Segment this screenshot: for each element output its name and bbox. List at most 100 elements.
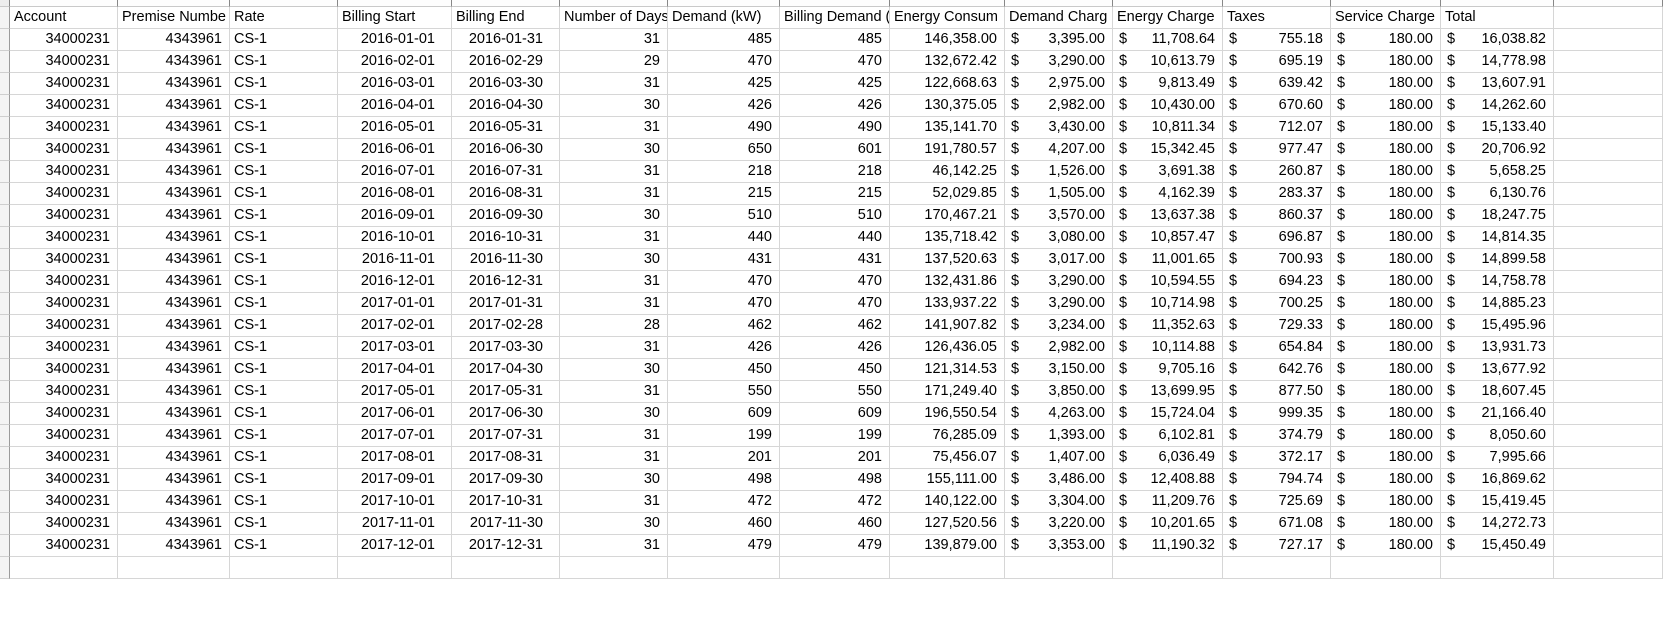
empty-cell[interactable] [118,557,230,579]
cell-service_charge[interactable]: $180.00 [1331,403,1441,425]
cell-billing_start[interactable]: 2016-01-01 [338,29,452,51]
cell-rate[interactable]: CS-1 [230,491,338,513]
cell-demand_charge[interactable]: $3,234.00 [1005,315,1113,337]
cell-demand_charge[interactable]: $3,080.00 [1005,227,1113,249]
empty-cell[interactable] [1554,95,1663,117]
row-header-gutter[interactable] [0,557,10,579]
cell-billing_demand[interactable]: 425 [780,73,890,95]
cell-account[interactable]: 34000231 [10,95,118,117]
row-header-gutter[interactable] [0,73,10,95]
cell-billing_start[interactable]: 2017-07-01 [338,425,452,447]
cell-rate[interactable]: CS-1 [230,205,338,227]
row-header-gutter[interactable] [0,315,10,337]
cell-energy_consumption[interactable]: 155,111.00 [890,469,1005,491]
cell-energy_consumption[interactable]: 75,456.07 [890,447,1005,469]
row-header-gutter[interactable] [0,161,10,183]
cell-total[interactable]: $13,677.92 [1441,359,1554,381]
cell-billing_start[interactable]: 2016-03-01 [338,73,452,95]
cell-total[interactable]: $15,419.45 [1441,491,1554,513]
cell-premise[interactable]: 4343961 [118,293,230,315]
cell-taxes[interactable]: $727.17 [1223,535,1331,557]
cell-days[interactable]: 31 [560,337,668,359]
cell-billing_start[interactable]: 2017-09-01 [338,469,452,491]
cell-demand_charge[interactable]: $3,486.00 [1005,469,1113,491]
cell-billing_end[interactable]: 2016-04-30 [452,95,560,117]
row-header-gutter[interactable] [0,51,10,73]
cell-account[interactable]: 34000231 [10,403,118,425]
cell-taxes[interactable]: $999.35 [1223,403,1331,425]
cell-billing_demand[interactable]: 479 [780,535,890,557]
cell-service_charge[interactable]: $180.00 [1331,315,1441,337]
empty-cell[interactable] [1554,557,1663,579]
cell-billing_start[interactable]: 2016-04-01 [338,95,452,117]
cell-premise[interactable]: 4343961 [118,359,230,381]
cell-demand_kw[interactable]: 460 [668,513,780,535]
row-header-gutter[interactable] [0,381,10,403]
cell-rate[interactable]: CS-1 [230,227,338,249]
cell-account[interactable]: 34000231 [10,337,118,359]
cell-energy_consumption[interactable]: 135,141.70 [890,117,1005,139]
cell-demand_kw[interactable]: 510 [668,205,780,227]
cell-demand_kw[interactable]: 201 [668,447,780,469]
cell-billing_demand[interactable]: 462 [780,315,890,337]
cell-energy_charge[interactable]: $13,637.38 [1113,205,1223,227]
cell-energy_charge[interactable]: $9,705.16 [1113,359,1223,381]
cell-account[interactable]: 34000231 [10,73,118,95]
cell-energy_charge[interactable]: $10,811.34 [1113,117,1223,139]
cell-billing_demand[interactable]: 450 [780,359,890,381]
cell-billing_end[interactable]: 2017-12-31 [452,535,560,557]
cell-billing_demand[interactable]: 426 [780,337,890,359]
cell-energy_charge[interactable]: $10,613.79 [1113,51,1223,73]
header-cell-service_charge[interactable]: Service Charge [1331,7,1441,29]
cell-energy_consumption[interactable]: 141,907.82 [890,315,1005,337]
cell-premise[interactable]: 4343961 [118,117,230,139]
cell-premise[interactable]: 4343961 [118,227,230,249]
cell-demand_kw[interactable]: 425 [668,73,780,95]
cell-account[interactable]: 34000231 [10,249,118,271]
empty-header-cell[interactable] [1554,7,1663,29]
row-header-gutter[interactable] [0,469,10,491]
cell-premise[interactable]: 4343961 [118,51,230,73]
cell-days[interactable]: 31 [560,293,668,315]
cell-rate[interactable]: CS-1 [230,447,338,469]
cell-demand_charge[interactable]: $1,407.00 [1005,447,1113,469]
cell-service_charge[interactable]: $180.00 [1331,447,1441,469]
cell-days[interactable]: 30 [560,249,668,271]
cell-total[interactable]: $14,778.98 [1441,51,1554,73]
cell-billing_demand[interactable]: 431 [780,249,890,271]
cell-rate[interactable]: CS-1 [230,513,338,535]
cell-days[interactable]: 30 [560,95,668,117]
cell-account[interactable]: 34000231 [10,183,118,205]
cell-demand_charge[interactable]: $3,220.00 [1005,513,1113,535]
empty-cell[interactable] [1554,535,1663,557]
cell-energy_consumption[interactable]: 132,672.42 [890,51,1005,73]
header-cell-demand_charge[interactable]: Demand Charg [1005,7,1113,29]
cell-billing_demand[interactable]: 470 [780,51,890,73]
cell-rate[interactable]: CS-1 [230,117,338,139]
cell-rate[interactable]: CS-1 [230,425,338,447]
cell-energy_consumption[interactable]: 146,358.00 [890,29,1005,51]
empty-cell[interactable] [1554,139,1663,161]
cell-premise[interactable]: 4343961 [118,469,230,491]
cell-demand_kw[interactable]: 470 [668,271,780,293]
cell-days[interactable]: 30 [560,359,668,381]
cell-taxes[interactable]: $642.76 [1223,359,1331,381]
cell-energy_charge[interactable]: $6,036.49 [1113,447,1223,469]
cell-demand_kw[interactable]: 650 [668,139,780,161]
cell-account[interactable]: 34000231 [10,491,118,513]
cell-days[interactable]: 31 [560,227,668,249]
row-header-gutter[interactable] [0,359,10,381]
cell-billing_end[interactable]: 2017-11-30 [452,513,560,535]
cell-premise[interactable]: 4343961 [118,447,230,469]
empty-cell[interactable] [1554,337,1663,359]
cell-billing_end[interactable]: 2017-10-31 [452,491,560,513]
cell-service_charge[interactable]: $180.00 [1331,271,1441,293]
cell-demand_kw[interactable]: 218 [668,161,780,183]
row-header-gutter[interactable] [0,139,10,161]
cell-energy_charge[interactable]: $11,708.64 [1113,29,1223,51]
cell-account[interactable]: 34000231 [10,469,118,491]
cell-billing_end[interactable]: 2016-10-31 [452,227,560,249]
row-header-gutter[interactable] [0,447,10,469]
cell-account[interactable]: 34000231 [10,205,118,227]
cell-premise[interactable]: 4343961 [118,205,230,227]
